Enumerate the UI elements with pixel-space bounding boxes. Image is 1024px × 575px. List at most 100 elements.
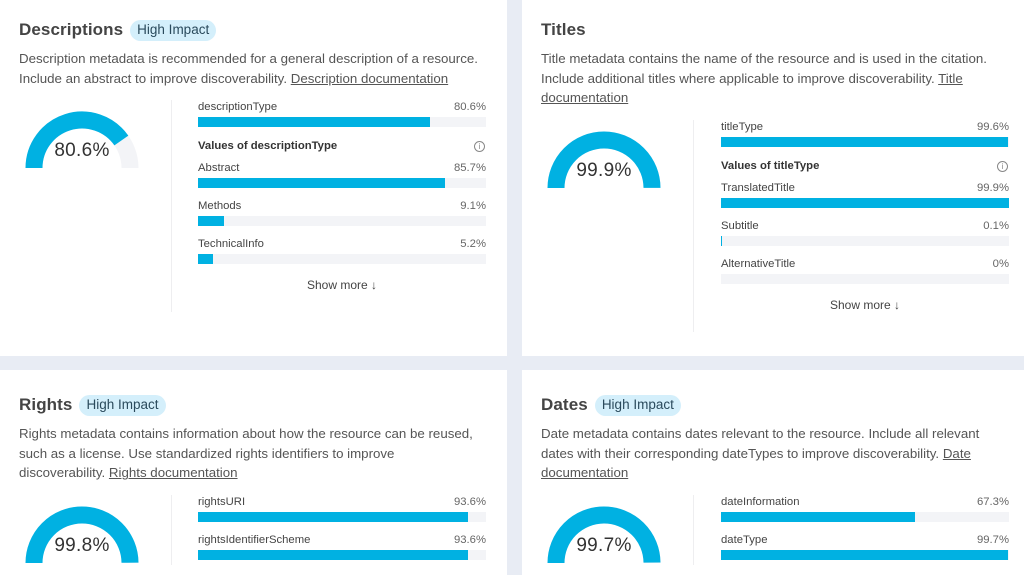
card-title: Dates	[541, 395, 588, 414]
field-bars: rightsURI 93.6% rightsIdentifierScheme 93.…	[198, 495, 486, 571]
bar-track	[721, 274, 1009, 285]
bar-value: 9.1%	[460, 200, 486, 213]
bar-value: 99.7%	[976, 534, 1009, 547]
divider	[171, 100, 172, 313]
bar-row: AlternativeTitle 0%	[721, 257, 1009, 285]
card-body: 80.6% descriptionType 80.6% Values of des…	[19, 100, 491, 313]
bar-label: descriptionType	[198, 101, 278, 114]
bar-fill	[721, 198, 1009, 209]
gauge-svg	[25, 506, 139, 564]
gauge-fill	[547, 506, 661, 564]
card-description: Description metadata is recommended for …	[19, 49, 481, 88]
bar-track	[198, 216, 486, 227]
bar-track	[198, 550, 486, 561]
description-text: Date metadata contains dates relevant to…	[541, 426, 980, 461]
bar-fill	[721, 137, 1008, 148]
completeness-gauge: 99.8%	[23, 503, 141, 567]
card-title: Rights	[19, 395, 73, 414]
bar-value: 5.2%	[460, 238, 486, 251]
documentation-link[interactable]: Title documentation	[541, 70, 963, 106]
bar-fill	[198, 550, 468, 561]
bar-track	[721, 550, 1009, 561]
bar-row: Abstract 85.7%	[198, 161, 486, 189]
bar-fill	[198, 178, 445, 189]
description-text: Rights metadata contains information abo…	[19, 426, 473, 481]
bar-track	[198, 254, 486, 265]
bar-fill	[198, 117, 431, 128]
bar-label: AlternativeTitle	[721, 258, 796, 271]
bar-value: 67.3%	[976, 496, 1009, 509]
gauge-fill	[25, 506, 139, 564]
bar-row: dateInformation 67.3%	[721, 495, 1009, 523]
info-icon[interactable]: i	[474, 140, 485, 152]
card-body: 99.8% rightsURI 93.6% rightsIdentifierSch…	[19, 495, 491, 567]
field-bars: dateInformation 67.3% dateType 99.7%	[721, 495, 1009, 571]
rights-card: Rights High Impact Rights metadata conta…	[0, 370, 507, 575]
bar-label: Subtitle	[721, 220, 759, 233]
bar-track	[198, 512, 486, 523]
card-description: Title metadata contains the name of the …	[541, 49, 1011, 108]
titles-card: Titles Title metadata contains the name …	[522, 0, 1024, 356]
completeness-gauge: 99.9%	[545, 128, 663, 192]
bar-row: Subtitle 0.1%	[721, 219, 1009, 247]
card-header: Dates High Impact	[541, 392, 1008, 418]
bar-value: 0%	[992, 258, 1009, 271]
bar-fill	[198, 512, 468, 523]
card-description: Rights metadata contains information abo…	[19, 424, 481, 483]
info-icon[interactable]: i	[997, 160, 1008, 172]
bar-track	[721, 198, 1009, 209]
gauge-label: 99.8%	[54, 535, 110, 557]
values-heading: Values of titleType i	[721, 159, 1009, 173]
bar-fill	[198, 216, 225, 227]
bar-row: rightsURI 93.6%	[198, 495, 486, 523]
high-impact-badge: High Impact	[79, 394, 166, 416]
bar-row: descriptionType 80.6%	[198, 100, 486, 128]
documentation-link[interactable]: Rights documentation	[108, 465, 238, 481]
card-header: Titles	[541, 17, 1008, 43]
documentation-link[interactable]: Date documentation	[541, 445, 971, 481]
values-heading-text: Values of titleType	[721, 160, 820, 173]
bar-value: 85.7%	[453, 162, 486, 175]
bar-label: TechnicalInfo	[198, 238, 264, 251]
bar-row: titleType 99.6%	[721, 120, 1009, 148]
gauge-label: 99.7%	[576, 535, 632, 557]
field-bars: titleType 99.6% Values of titleType i Tra…	[721, 120, 1009, 312]
dates-card: Dates High Impact Date metadata contains…	[522, 370, 1024, 575]
bar-track	[721, 236, 1009, 247]
bar-fill	[721, 512, 915, 523]
bar-label: dateInformation	[721, 496, 800, 509]
bar-label: Abstract	[198, 162, 240, 175]
card-body: 99.9% titleType 99.6% Values of titleType…	[541, 120, 1009, 333]
gauge-svg	[25, 111, 139, 169]
gauge-svg	[547, 506, 661, 564]
show-more-button[interactable]: Show more ↓	[829, 298, 901, 313]
bar-value: 93.6%	[453, 534, 486, 547]
divider	[693, 495, 694, 566]
bar-track	[198, 178, 486, 189]
bar-track	[721, 512, 1009, 523]
description-text: Title metadata contains the name of the …	[541, 51, 987, 86]
bar-label: dateType	[721, 534, 768, 547]
descriptions-card: Descriptions High Impact Description met…	[0, 0, 507, 356]
bar-row: TranslatedTitle 99.9%	[721, 181, 1009, 209]
high-impact-badge: High Impact	[594, 394, 681, 416]
bar-label: rightsURI	[198, 496, 246, 509]
description-text: Description metadata is recommended for …	[19, 51, 478, 86]
bar-value: 93.6%	[453, 496, 486, 509]
divider	[171, 495, 172, 566]
show-more-button[interactable]: Show more ↓	[306, 278, 378, 293]
bar-value: 80.6%	[453, 101, 486, 114]
bar-row: dateType 99.7%	[721, 533, 1009, 561]
bar-label: TranslatedTitle	[721, 182, 795, 195]
bar-row: rightsIdentifierScheme 93.6%	[198, 533, 486, 561]
card-header: Descriptions High Impact	[19, 17, 491, 43]
documentation-link[interactable]: Description documentation	[290, 70, 449, 86]
bar-label: rightsIdentifierScheme	[198, 534, 311, 547]
completeness-gauge: 99.7%	[545, 503, 663, 567]
bar-value: 0.1%	[983, 220, 1009, 233]
card-description: Date metadata contains dates relevant to…	[541, 424, 1011, 483]
bar-fill	[198, 254, 213, 265]
gauge-svg	[547, 131, 661, 189]
completeness-gauge: 80.6%	[23, 108, 141, 172]
card-title: Descriptions	[19, 20, 124, 39]
